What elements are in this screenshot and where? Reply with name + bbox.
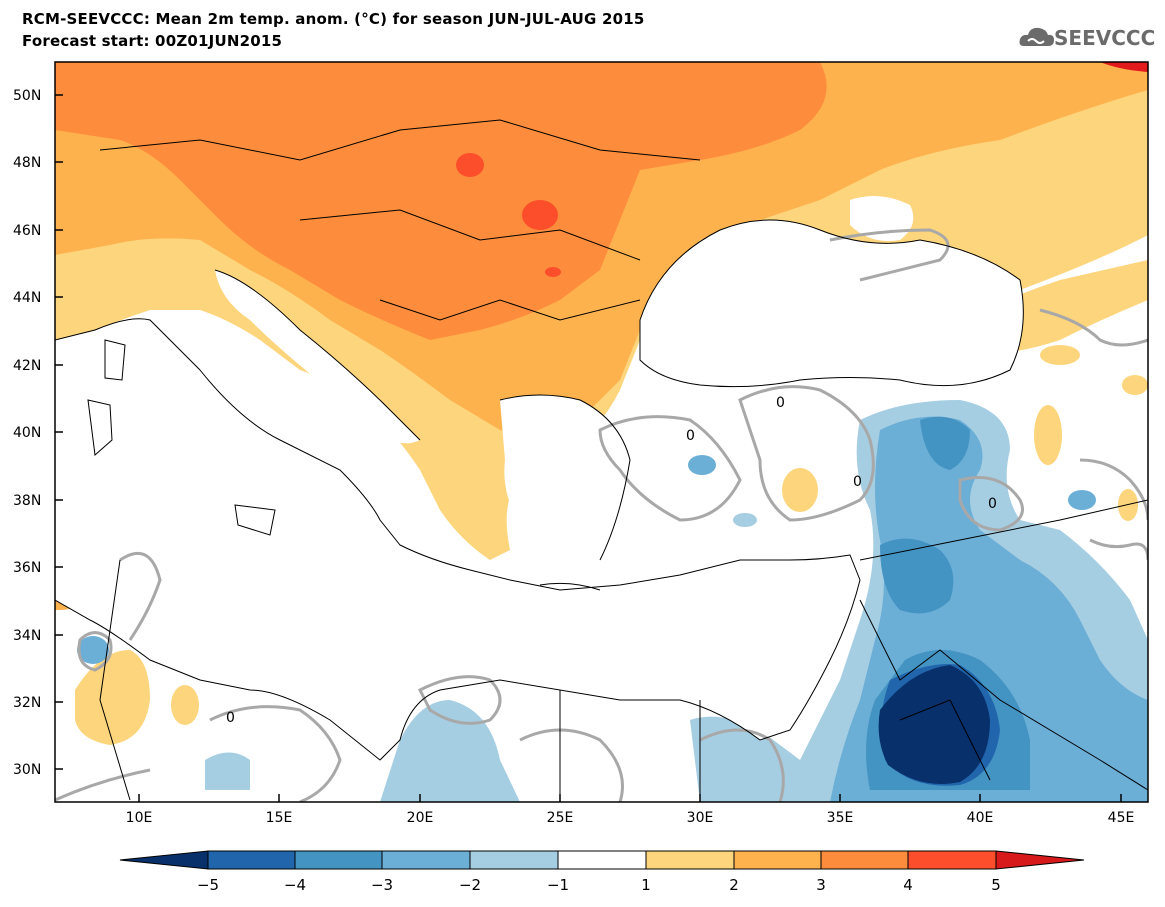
lon-label: 35E — [827, 810, 854, 826]
colorbar-bin — [907, 850, 997, 870]
tyrrhenian-sea — [118, 320, 250, 475]
lat-label: 36N — [13, 560, 41, 576]
lon-label: 15E — [266, 810, 293, 826]
warm-core-hungary — [456, 153, 484, 177]
cool-region-5 — [878, 665, 990, 784]
colorbar — [119, 850, 1085, 870]
lat-label: 42N — [13, 358, 41, 374]
colorbar-bin — [557, 850, 647, 870]
colorbar-label: 2 — [729, 876, 739, 894]
contour-label-5: 0 — [226, 710, 235, 726]
colorbar-upper-arrow — [995, 850, 1085, 870]
cool-patch-tunisia — [77, 636, 109, 664]
lat-label: 46N — [13, 223, 41, 239]
lat-label: 32N — [13, 695, 41, 711]
colorbar-bin — [469, 850, 559, 870]
contour-label-3: 0 — [853, 474, 862, 490]
logo-text: SEEVCCC — [1054, 26, 1156, 50]
borders-coastlines — [55, 119, 1148, 802]
colorbar-bin — [820, 850, 909, 870]
warm-core-ne — [1100, 62, 1148, 72]
contour-label-4: 0 — [988, 496, 997, 512]
lat-label: 34N — [13, 628, 41, 644]
lat-label: 44N — [13, 290, 41, 306]
map-title: RCM-SEEVCCC: Mean 2m temp. anom. (°C) fo… — [22, 10, 645, 28]
latitude-labels: 50N 48N 46N 44N 42N 40N 38N 36N 34N 32N … — [13, 88, 41, 778]
lon-label: 40E — [967, 810, 994, 826]
warm-core-small — [545, 267, 561, 277]
forecast-start-subtitle: Forecast start: 00Z01JUN2015 — [22, 32, 283, 50]
warm-region-3 — [55, 62, 827, 340]
colorbar-label: −5 — [197, 876, 219, 894]
colorbar-lower-arrow — [119, 850, 209, 870]
colorbar-label: 5 — [991, 876, 1001, 894]
colorbar-label: 1 — [641, 876, 651, 894]
colorbar-label: 4 — [903, 876, 913, 894]
lon-label: 10E — [126, 810, 153, 826]
lon-label: 25E — [547, 810, 574, 826]
warm-patch-turkey — [782, 468, 818, 512]
lat-label: 40N — [13, 425, 41, 441]
warm-patch-libya-2 — [171, 685, 199, 725]
lat-label: 38N — [13, 493, 41, 509]
colorbar-bin — [381, 850, 471, 870]
zero-contours — [55, 228, 1148, 802]
lat-label: 30N — [13, 762, 41, 778]
warm-patch-libya — [75, 650, 150, 745]
mediterranean-sea — [55, 318, 860, 760]
cool-region-lib-2 — [205, 752, 250, 790]
warm-patch-east-1 — [1040, 345, 1080, 365]
cool-patch-east — [1068, 490, 1096, 510]
longitude-labels: 10E 15E 20E 25E 30E 35E 40E 45E — [126, 810, 1135, 826]
contour-label-2: 0 — [686, 428, 695, 444]
lon-label: 45E — [1108, 810, 1135, 826]
adriatic-sea — [215, 270, 420, 444]
warm-patch-east-2 — [1122, 375, 1148, 395]
colorbar-labels: −5 −4 −3 −2 −1 1 2 3 4 5 — [197, 876, 1001, 894]
colorbar-bin — [294, 850, 383, 870]
colorbar-bin — [645, 850, 735, 870]
colorbar-label: −2 — [459, 876, 481, 894]
cool-region-lib — [380, 700, 520, 802]
warm-patch-caucasus — [1034, 405, 1062, 465]
warm-region-west — [55, 62, 188, 115]
contour-label-1: 0 — [776, 395, 785, 411]
lat-label: 50N — [13, 88, 41, 104]
colorbar-label: −4 — [284, 876, 306, 894]
colorbar-label: −3 — [371, 876, 393, 894]
cloud-icon — [1019, 27, 1054, 46]
cool-patch-turkey-2 — [733, 513, 757, 527]
colorbar-bin — [207, 850, 296, 870]
lat-label: 48N — [13, 155, 41, 171]
lon-label: 20E — [407, 810, 434, 826]
aegean-sea — [500, 395, 630, 560]
colorbar-label: 3 — [816, 876, 826, 894]
colorbar-label: −1 — [547, 876, 569, 894]
cool-patch-turkey — [688, 455, 716, 475]
warm-core-romania — [522, 200, 558, 230]
colorbar-bin — [733, 850, 822, 870]
lon-label: 30E — [687, 810, 714, 826]
